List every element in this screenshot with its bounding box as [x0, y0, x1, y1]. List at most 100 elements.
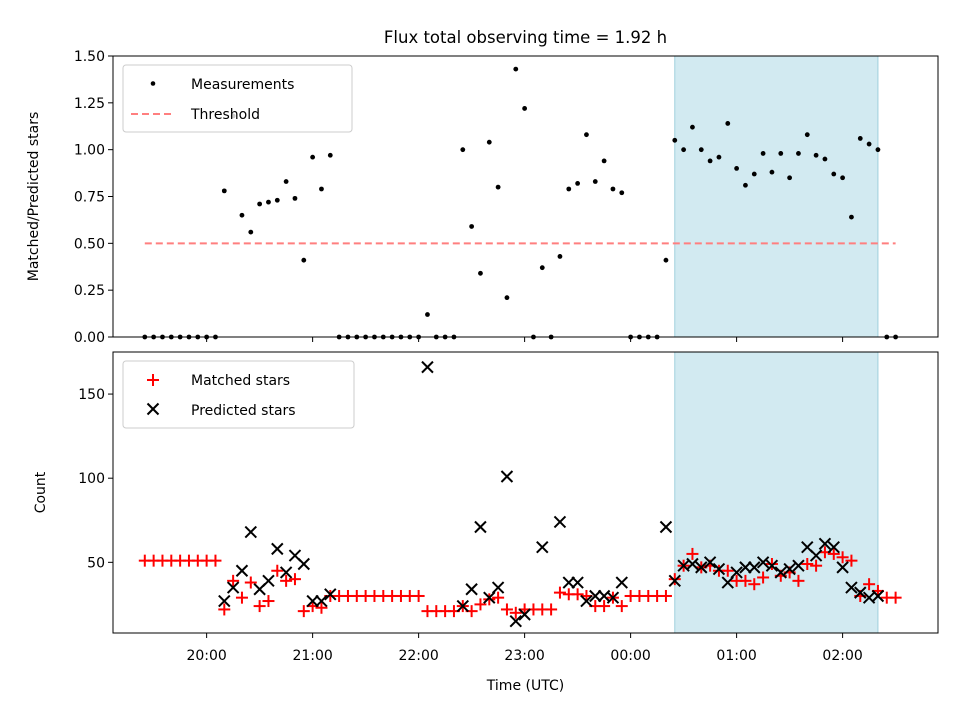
matched-star-point — [765, 558, 778, 571]
matched-star-point — [492, 591, 505, 604]
y-tick-label: 100 — [78, 471, 105, 487]
predicted-star-point — [615, 576, 628, 589]
measurement-point — [478, 270, 483, 276]
predicted-star-point — [703, 556, 717, 569]
x-tick-label: 23:00 — [504, 648, 544, 664]
predicted-star-point — [721, 576, 734, 589]
matched-star-point — [244, 576, 257, 589]
measurement-point — [513, 66, 519, 72]
count-x-ticks: 20:00 21:00 22:00 23:00 00:00 01:00 02:00 — [186, 633, 863, 664]
matched-star-point — [262, 595, 275, 608]
measurement-point — [584, 132, 589, 138]
measurement-point — [601, 158, 607, 164]
measurement-point — [787, 175, 793, 181]
matched-star-point — [615, 600, 628, 613]
measurement-point — [813, 152, 819, 158]
measurement-point — [698, 147, 704, 153]
matched-star-point — [827, 547, 840, 560]
matched-star-point — [545, 603, 558, 616]
predicted-star-point — [668, 574, 681, 588]
measurement-point — [522, 106, 528, 111]
x-tick-label: 02:00 — [822, 648, 862, 664]
measurement-point — [778, 151, 784, 156]
measurement-point — [239, 212, 245, 218]
threshold-legend-label: Threshold — [190, 107, 260, 123]
measurement-point — [575, 180, 581, 186]
predicted-star-point — [279, 566, 293, 579]
predicted-star-point — [218, 594, 231, 608]
measurement-point — [716, 154, 722, 160]
matched-star-point — [297, 605, 310, 618]
matched-star-point — [668, 573, 681, 586]
measurement-point — [849, 214, 854, 220]
measurement-point — [266, 199, 271, 205]
chart-title: Flux total observing time = 1.92 h — [384, 28, 667, 47]
measurement-point — [319, 186, 324, 192]
matched-star-point — [598, 600, 611, 613]
predicted-star-point — [659, 520, 673, 534]
y-tick-label: 150 — [78, 387, 105, 403]
y-tick-label: 1.25 — [74, 96, 105, 112]
measurements-legend-label: Measurements — [191, 77, 294, 93]
predicted-star-point — [818, 537, 832, 551]
predicted-star-point — [465, 583, 478, 596]
predicted-star-point — [456, 599, 469, 613]
count-x-label: Time (UTC) — [486, 678, 564, 694]
measurement-point — [310, 154, 316, 160]
measurement-point — [866, 141, 872, 147]
measurement-point — [796, 151, 801, 156]
measurement-point — [257, 201, 263, 207]
y-tick-label: 0.75 — [74, 190, 105, 206]
predicted-star-point — [262, 574, 275, 588]
measurement-point — [663, 257, 669, 263]
predicted-star-point — [553, 515, 567, 529]
measurement-point — [301, 257, 307, 263]
x-tick-label: 21:00 — [292, 648, 332, 664]
x-tick-label: 01:00 — [716, 648, 756, 664]
predicted-star-point — [580, 594, 593, 608]
x-tick-label: 00:00 — [610, 648, 650, 664]
predicted-star-point — [297, 557, 310, 571]
predicted-star-point — [765, 559, 779, 572]
measurement-point — [592, 179, 598, 184]
measurement-point — [840, 175, 846, 181]
matched-star-point — [836, 551, 849, 564]
count-plot-frame — [112, 351, 939, 634]
count-legend: Matched stars Predicted stars — [122, 360, 355, 429]
predicted-star-point — [306, 594, 319, 608]
matched-star-point — [315, 601, 328, 614]
matched-star-point — [659, 589, 672, 602]
predicted-star-point — [712, 562, 726, 576]
matched-star-point — [889, 591, 902, 604]
predicted-star-point — [509, 615, 522, 628]
predicted-star-point — [571, 576, 584, 589]
matched-star-point — [553, 586, 566, 599]
predicted-star-point — [871, 589, 885, 603]
count-legend-box — [122, 360, 355, 429]
measurement-point — [690, 124, 695, 130]
matched-star-point — [218, 603, 231, 616]
measurement-point — [486, 139, 492, 145]
matched-star-point — [500, 603, 513, 616]
predicted-star-point — [483, 591, 496, 604]
predicted-star-point — [589, 589, 602, 603]
y-tick-label: 50 — [87, 555, 105, 571]
matched-star-point — [801, 558, 814, 571]
predicted-star-point — [474, 520, 487, 534]
matched-star-point — [571, 588, 584, 601]
count-y-ticks: 50 100 150 — [78, 387, 113, 571]
predicted-star-point — [783, 562, 796, 576]
measurement-point — [539, 265, 545, 271]
count-y-label: Count — [33, 471, 49, 513]
matched-star-point — [227, 574, 240, 587]
matched-star-point — [280, 574, 293, 587]
matched-star-point — [792, 574, 805, 587]
matched-star-point — [288, 573, 301, 586]
measurement-point — [327, 152, 333, 158]
predicted-star-point — [730, 566, 743, 579]
predicted-star-point — [845, 581, 858, 594]
measurement-point — [875, 147, 881, 153]
matched-star-point — [748, 578, 761, 591]
matched-star-point — [253, 600, 266, 613]
observing-window-shade — [674, 55, 879, 338]
